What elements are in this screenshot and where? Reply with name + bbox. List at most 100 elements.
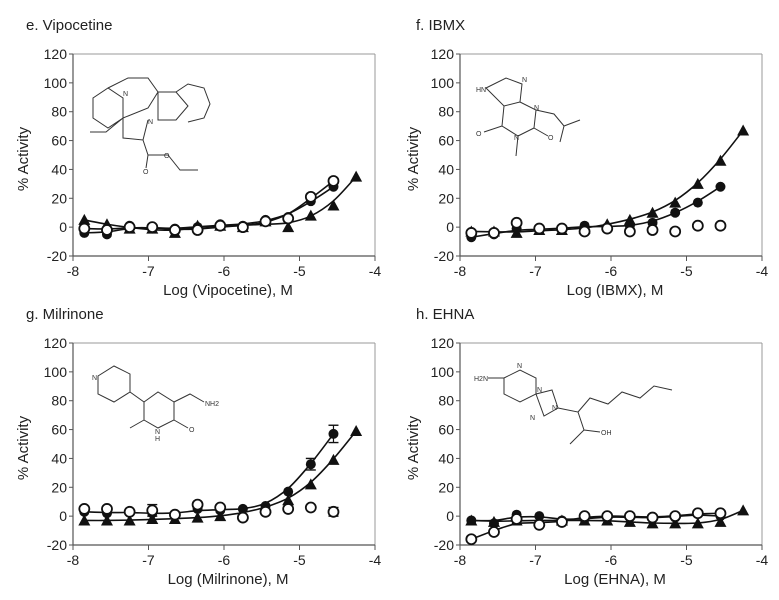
- atom-nh2: NH2: [205, 401, 219, 408]
- atom-n: N: [534, 105, 539, 112]
- panel-title: f. IBMX: [416, 17, 466, 34]
- triangle-marker: [78, 514, 91, 526]
- triangle-marker: [737, 124, 750, 136]
- panel-h-ehna: h. EHNA -20 0 20 40 60 80 100 120 -8 -7 -6 -5 -4 Log …: [390, 300, 779, 600]
- y-tick-label: 60: [438, 133, 454, 149]
- open-circle-marker: [465, 533, 478, 546]
- open-circle-marker: [169, 224, 181, 236]
- x-tick-label: -5: [680, 552, 693, 568]
- y-tick-label: 60: [51, 133, 67, 149]
- triangle-marker: [282, 221, 295, 233]
- open-circle-marker: [510, 216, 523, 229]
- triangle-marker: [646, 206, 659, 218]
- open-circle-marker: [488, 227, 500, 239]
- atom-n: N: [148, 119, 153, 126]
- y-tick-label: 120: [431, 46, 455, 62]
- y-tick-label: 80: [51, 393, 67, 409]
- open-circle-marker: [669, 510, 682, 523]
- open-circle-marker: [601, 222, 614, 235]
- x-tick-label: -6: [218, 552, 231, 568]
- open-circle-marker: [146, 221, 159, 234]
- triangle-marker: [304, 478, 317, 490]
- panel-f-ibmx: f. IBMX -20 0 20 40 60 80 100 120 -8 -7 -6 -5 -4 Log …: [390, 0, 779, 300]
- molecule-structure-ehna: H2N N N N N OH: [474, 363, 673, 445]
- triangle-marker: [350, 425, 363, 437]
- x-tick-label: -8: [67, 263, 80, 279]
- y-tick-label: 60: [438, 422, 454, 438]
- open-circle-marker: [646, 224, 659, 236]
- fit-curve: [471, 512, 721, 540]
- x-tick-label: -6: [605, 552, 618, 568]
- open-circle-marker: [101, 224, 113, 236]
- y-tick-label: 40: [438, 161, 454, 177]
- open-circle-marker: [169, 508, 181, 521]
- plot-area: -20 0 20 40 60 80 100 120 -8 -7 -6 -5 -4 Log (Vipocet…: [15, 46, 381, 299]
- y-tick-label: -20: [47, 537, 67, 553]
- triangle-marker: [100, 514, 113, 526]
- molecule-structure-ibmx: HN N N N O O: [476, 77, 581, 157]
- open-circle-marker: [282, 212, 295, 225]
- y-tick-label: 120: [431, 335, 455, 351]
- panel-g-milrinone: g. Milrinone -20 0 20 40 60 80 100 120 -8 -7 -6 -5-…: [0, 300, 389, 600]
- filled-circle-marker: [670, 207, 681, 218]
- filled-circle-marker: [715, 181, 726, 192]
- y-tick-label: 20: [438, 479, 454, 495]
- atom-n: N: [537, 387, 542, 394]
- x-tick-label: -6: [218, 263, 231, 279]
- y-tick-label: 100: [431, 364, 455, 380]
- data-series: [78, 170, 363, 240]
- filled-circle-marker: [305, 459, 316, 470]
- open-circle-marker: [714, 219, 727, 232]
- atom-n: N: [552, 405, 557, 412]
- open-circle-marker: [236, 221, 249, 234]
- triangle-marker: [191, 511, 204, 523]
- y-tick-label: 80: [51, 104, 67, 120]
- x-tick-label: -4: [369, 263, 382, 279]
- y-tick-label: 20: [438, 190, 454, 206]
- y-tick-label: -20: [47, 248, 67, 264]
- atom-n: N: [517, 363, 522, 370]
- triangle-marker: [327, 199, 340, 211]
- panel-title: e. Vipocetine: [26, 17, 113, 34]
- open-circle-marker: [714, 507, 727, 520]
- y-tick-label: 0: [59, 508, 67, 524]
- open-circle-marker: [123, 505, 136, 518]
- y-tick-label: 120: [44, 46, 68, 62]
- y-tick-label: 20: [51, 479, 67, 495]
- triangle-marker: [123, 514, 136, 526]
- open-circle-marker: [214, 219, 227, 232]
- filled-circle-marker: [283, 486, 294, 497]
- filled-circle-marker: [466, 515, 477, 526]
- open-circle-marker: [123, 221, 136, 234]
- open-circle-marker: [259, 505, 272, 518]
- fit-curve: [471, 129, 744, 233]
- x-tick-label: -8: [454, 552, 467, 568]
- triangle-marker: [350, 170, 363, 182]
- open-circle-marker: [465, 227, 478, 239]
- y-tick-label: 40: [438, 450, 454, 466]
- x-axis-label: Log (IBMX), M: [567, 282, 664, 299]
- open-circle-marker: [533, 222, 546, 235]
- open-circle-marker: [78, 503, 91, 515]
- molecule-structure-vinpocetine: N N O O: [90, 77, 211, 176]
- y-tick-label: 100: [44, 75, 68, 91]
- atom-o: O: [143, 169, 149, 176]
- y-tick-label: 80: [438, 104, 454, 120]
- x-axis-label: Log (Vipocetine), M: [163, 282, 293, 299]
- open-circle-marker: [623, 225, 636, 238]
- open-circle-marker: [304, 501, 317, 514]
- axes: -20 0 20 40 60 80 100 120 -8 -7 -6 -5 -4 Log (Vipocet…: [15, 46, 381, 299]
- y-axis-label: % Activity: [405, 126, 422, 191]
- open-circle-marker: [236, 511, 249, 524]
- open-circle-marker: [259, 215, 272, 228]
- x-tick-label: -5: [293, 552, 306, 568]
- atom-o: O: [548, 135, 554, 142]
- y-tick-label: 60: [51, 422, 67, 438]
- open-circle-marker: [601, 510, 614, 523]
- y-tick-label: 100: [44, 364, 68, 380]
- x-tick-label: -7: [529, 263, 542, 279]
- x-tick-label: -5: [293, 263, 306, 279]
- filled-circle-marker: [488, 518, 499, 529]
- plot-area: -20 0 20 40 60 80 100 120 -8 -7 -6 -5 -4 Log (EHNA), …: [405, 335, 768, 588]
- atom-nh: N: [155, 429, 160, 436]
